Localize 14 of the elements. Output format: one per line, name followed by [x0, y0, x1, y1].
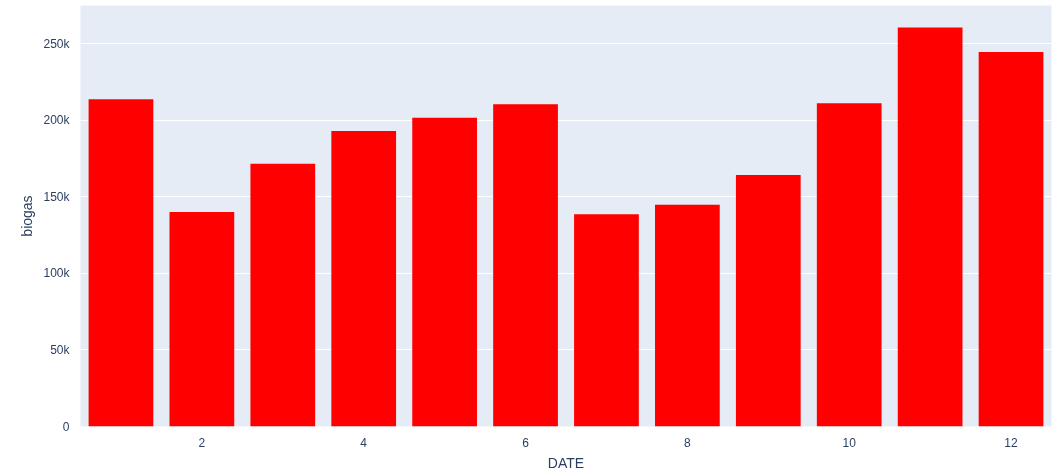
y-axis-title: biogas [19, 195, 36, 237]
x-tick-label: 2 [198, 435, 206, 450]
y-tick-label: 0 [62, 419, 70, 434]
x-axis-title: DATE [547, 454, 585, 471]
y-tick-label: 50k [50, 342, 71, 357]
y-tick-label: 250k [43, 36, 71, 51]
y-tick-label: 100k [43, 266, 71, 281]
y-tick-label: 200k [43, 113, 71, 128]
y-tick-label: 150k [43, 189, 71, 204]
x-tick-label: 8 [684, 435, 692, 450]
x-tick-label: 10 [842, 435, 857, 450]
x-tick-label: 12 [1004, 435, 1019, 450]
x-tick-label: 6 [522, 435, 530, 450]
x-tick-label: 4 [360, 435, 368, 450]
